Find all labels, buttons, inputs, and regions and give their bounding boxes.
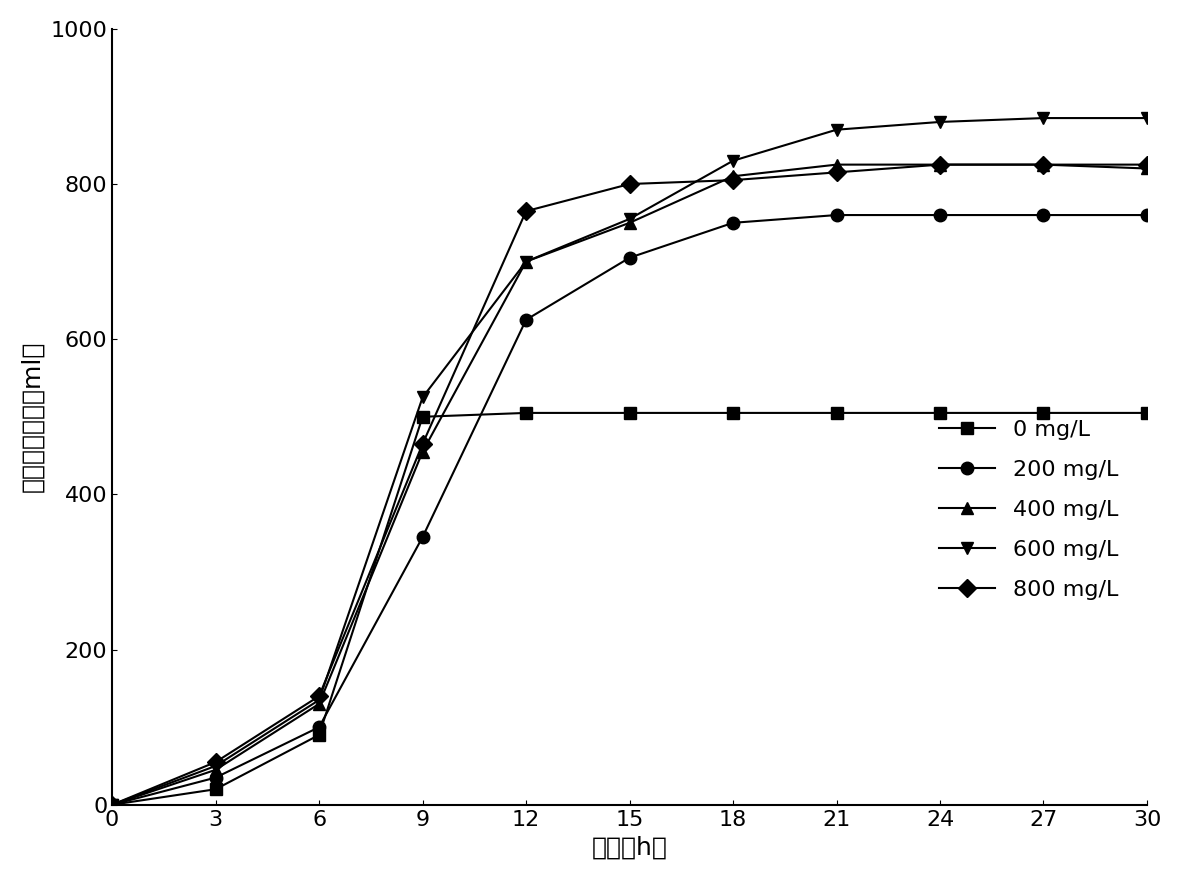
600 mg/L — [933, 117, 947, 128]
400 mg/L — [105, 799, 119, 810]
0 mg/L — [312, 730, 326, 740]
600 mg/L — [623, 214, 637, 224]
200 mg/L — [312, 722, 326, 732]
400 mg/L — [208, 765, 222, 775]
0 mg/L — [519, 407, 533, 418]
X-axis label: 时间（h）: 时间（h） — [592, 835, 668, 859]
400 mg/L — [1139, 163, 1154, 173]
800 mg/L — [933, 159, 947, 170]
200 mg/L — [105, 799, 119, 810]
200 mg/L — [519, 314, 533, 325]
200 mg/L — [416, 532, 430, 542]
Line: 600 mg/L: 600 mg/L — [106, 112, 1154, 811]
600 mg/L — [416, 392, 430, 403]
400 mg/L — [312, 699, 326, 709]
0 mg/L — [1037, 407, 1051, 418]
800 mg/L — [1037, 159, 1051, 170]
600 mg/L — [830, 124, 844, 135]
200 mg/L — [1139, 209, 1154, 220]
600 mg/L — [312, 694, 326, 705]
Line: 0 mg/L: 0 mg/L — [106, 407, 1154, 811]
0 mg/L — [726, 407, 740, 418]
200 mg/L — [208, 773, 222, 783]
800 mg/L — [105, 799, 119, 810]
800 mg/L — [208, 757, 222, 767]
400 mg/L — [519, 256, 533, 267]
400 mg/L — [933, 159, 947, 170]
600 mg/L — [105, 799, 119, 810]
600 mg/L — [519, 256, 533, 267]
Legend: 0 mg/L, 200 mg/L, 400 mg/L, 600 mg/L, 800 mg/L: 0 mg/L, 200 mg/L, 400 mg/L, 600 mg/L, 80… — [922, 402, 1136, 618]
400 mg/L — [1037, 159, 1051, 170]
0 mg/L — [830, 407, 844, 418]
800 mg/L — [623, 179, 637, 189]
600 mg/L — [1139, 113, 1154, 123]
0 mg/L — [208, 784, 222, 795]
0 mg/L — [105, 799, 119, 810]
600 mg/L — [208, 760, 222, 771]
Line: 400 mg/L: 400 mg/L — [106, 158, 1154, 811]
600 mg/L — [1037, 113, 1051, 123]
400 mg/L — [830, 159, 844, 170]
800 mg/L — [1139, 159, 1154, 170]
0 mg/L — [1139, 407, 1154, 418]
200 mg/L — [623, 253, 637, 263]
200 mg/L — [726, 217, 740, 228]
800 mg/L — [416, 438, 430, 449]
0 mg/L — [623, 407, 637, 418]
0 mg/L — [416, 412, 430, 422]
400 mg/L — [623, 217, 637, 228]
800 mg/L — [312, 691, 326, 701]
800 mg/L — [519, 206, 533, 216]
0 mg/L — [933, 407, 947, 418]
600 mg/L — [726, 156, 740, 166]
200 mg/L — [933, 209, 947, 220]
200 mg/L — [1037, 209, 1051, 220]
800 mg/L — [726, 175, 740, 186]
Y-axis label: 累计決气产量（ml）: 累计決气产量（ml） — [21, 341, 45, 493]
200 mg/L — [830, 209, 844, 220]
Line: 200 mg/L: 200 mg/L — [106, 209, 1154, 811]
800 mg/L — [830, 167, 844, 178]
Line: 800 mg/L: 800 mg/L — [106, 158, 1154, 811]
400 mg/L — [726, 171, 740, 181]
400 mg/L — [416, 446, 430, 457]
